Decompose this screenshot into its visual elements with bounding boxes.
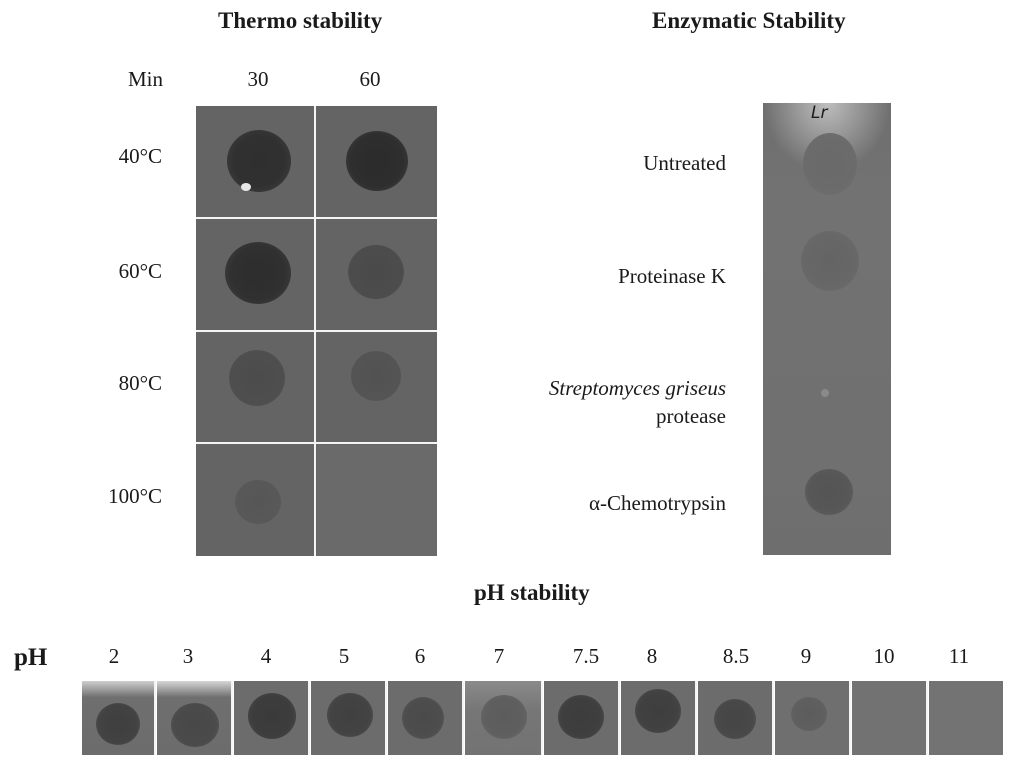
inhibition-zone (327, 693, 373, 737)
ph-value-label: 5 (338, 644, 350, 668)
grid-divider (231, 681, 233, 755)
inhibition-zone (225, 242, 291, 304)
ph-value-label: 10 (873, 644, 895, 668)
ph-axis-label: pH (14, 644, 48, 671)
thermo-cell-80-60 (317, 333, 437, 444)
ph-value-label: 6 (414, 644, 426, 668)
ph-title: pH stability (474, 580, 590, 605)
ph-value-label: 7 (493, 644, 505, 668)
inhibition-zone (803, 133, 857, 195)
ph-cell-6 (388, 681, 462, 755)
ph-cell-8 (621, 681, 695, 755)
temp-label-40: 40°C (118, 144, 162, 168)
inhibition-zone (229, 350, 285, 406)
temp-label-100: 100°C (108, 484, 162, 508)
grid-divider (154, 681, 156, 755)
inhibition-zone (402, 697, 444, 739)
grid-divider (196, 442, 437, 444)
thermo-cell-40-30 (196, 106, 313, 217)
inhibition-zone (558, 695, 604, 739)
min-label: Min (128, 67, 164, 91)
ph-value-label: 11 (948, 644, 970, 668)
inhibition-zone (248, 693, 296, 739)
inhibition-zone (801, 231, 859, 291)
enzymatic-strip: Lr (763, 103, 891, 555)
treatment-proteinase-k: Proteinase K (618, 264, 726, 288)
ph-cell-11 (929, 681, 1003, 755)
treatment-chemotrypsin: α-Chemotrypsin (589, 491, 726, 515)
ph-cell-5 (311, 681, 385, 755)
inhibition-zone (714, 699, 756, 739)
ph-cell-9 (775, 681, 849, 755)
ph-value-label: 3 (182, 644, 194, 668)
ph-value-label: 9 (800, 644, 812, 668)
inhibition-zone (791, 697, 827, 731)
grid-divider (541, 681, 543, 755)
thermo-cell-100-60 (317, 445, 437, 556)
ph-cell-10 (852, 681, 926, 755)
thermo-cell-100-30 (196, 445, 313, 556)
inhibition-zone (348, 245, 404, 299)
thermo-plate (196, 106, 437, 556)
ph-value-label: 2 (108, 644, 120, 668)
treatment-streptomyces-name: Streptomyces griseus (548, 376, 726, 400)
grid-divider (196, 217, 437, 219)
ph-cell-8-5 (698, 681, 772, 755)
inhibition-zone (227, 130, 291, 192)
inhibition-zone (351, 351, 401, 401)
thermo-cell-80-30 (196, 333, 313, 444)
treatment-untreated: Untreated (643, 151, 726, 175)
time-label-30: 30 (247, 67, 269, 91)
ph-value-label: 8.5 (722, 644, 750, 668)
inhibition-zone (235, 480, 281, 524)
ph-cell-4 (234, 681, 308, 755)
grid-divider (772, 681, 774, 755)
inhibition-zone (96, 703, 140, 745)
time-label-60: 60 (359, 67, 381, 91)
thermo-cell-60-60 (317, 220, 437, 331)
strip-marker: Lr (811, 103, 828, 123)
temp-label-60: 60°C (118, 259, 162, 283)
thermo-title: Thermo stability (218, 8, 383, 33)
grid-divider (385, 681, 387, 755)
thermo-cell-40-60 (317, 106, 437, 217)
thermo-cell-60-30 (196, 220, 313, 331)
ph-cell-7-5 (544, 681, 618, 755)
grid-divider (926, 681, 928, 755)
enzymatic-title: Enzymatic Stability (652, 8, 846, 33)
ph-cell-2 (82, 681, 154, 755)
grid-divider (618, 681, 620, 755)
inhibition-zone (346, 131, 408, 191)
inhibition-zone (171, 703, 219, 747)
grid-divider (196, 330, 437, 332)
ph-value-label: 4 (260, 644, 272, 668)
debris-speck (241, 183, 251, 191)
inhibition-zone (481, 695, 527, 739)
treatment-streptomyces-protease: protease (656, 404, 726, 428)
temp-label-80: 80°C (118, 371, 162, 395)
grid-divider (308, 681, 310, 755)
grid-divider (695, 681, 697, 755)
ph-value-label: 8 (646, 644, 658, 668)
ph-cell-3 (157, 681, 231, 755)
inhibition-zone (805, 469, 853, 515)
grid-divider (849, 681, 851, 755)
debris-speck (821, 389, 829, 397)
ph-value-label: 7.5 (572, 644, 600, 668)
grid-divider (462, 681, 464, 755)
ph-cell-7 (465, 681, 541, 755)
inhibition-zone (635, 689, 681, 733)
